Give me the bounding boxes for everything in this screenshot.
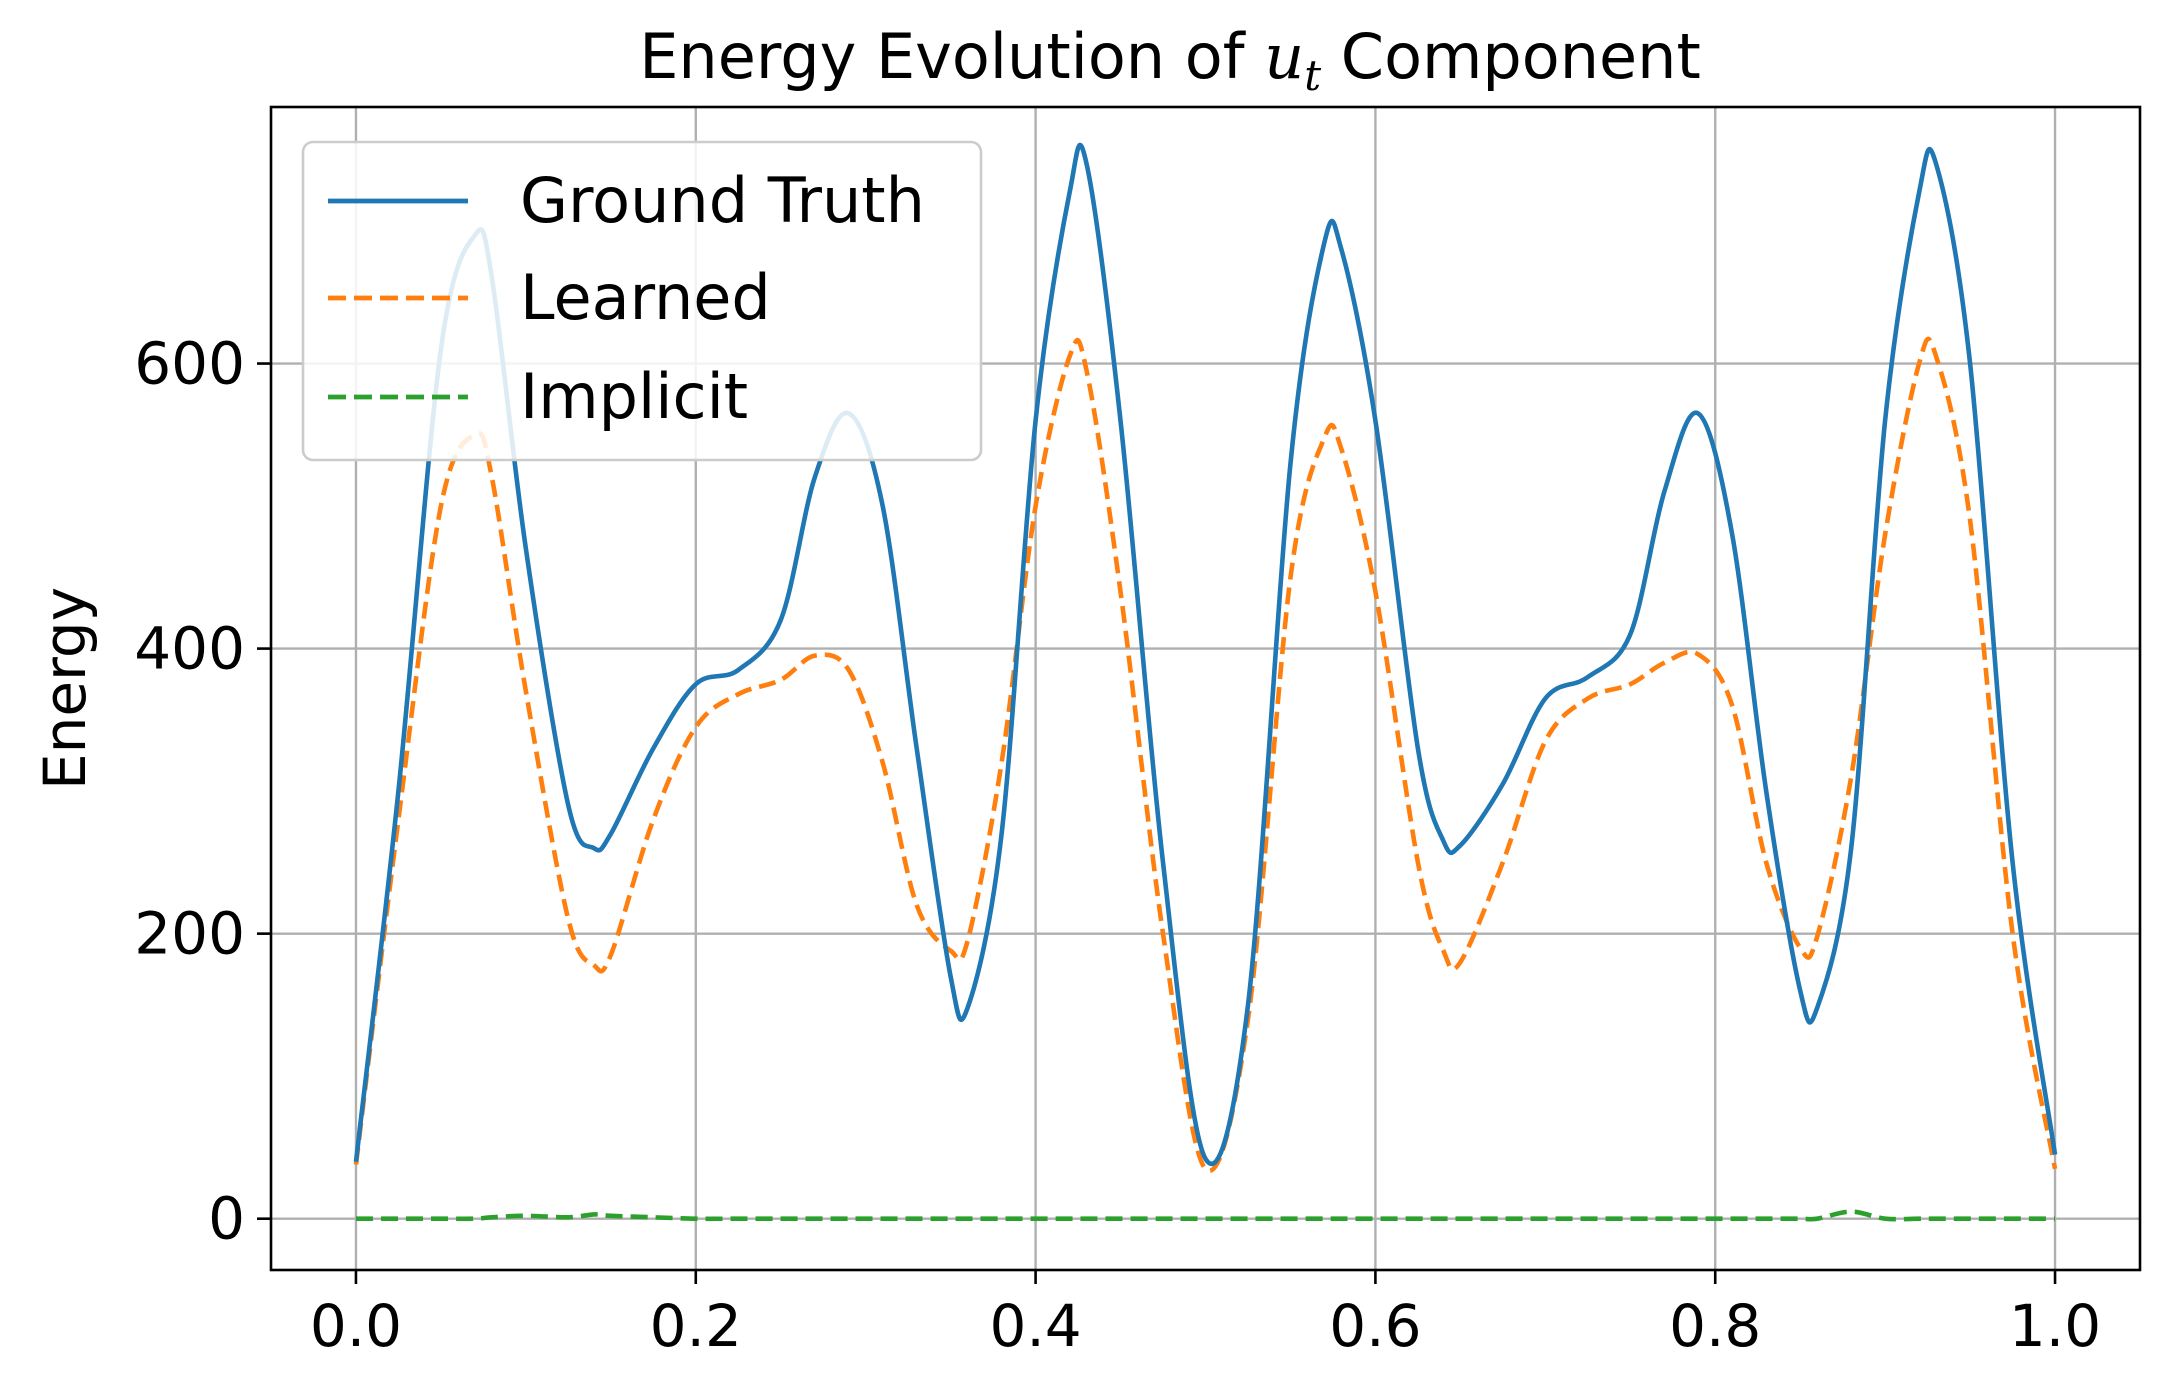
plot-area-frame <box>269 105 2142 1272</box>
x-tick-label: 0.8 <box>1669 1292 1761 1360</box>
axis-ticks: 0.0 0.2 0.4 0.6 0.8 1.0 0 200 400 600 <box>134 330 2101 1360</box>
legend-implicit-label: Implicit <box>520 360 748 433</box>
chart-title-prefix: Energy Evolution of <box>639 20 1264 93</box>
series-line-implicit <box>356 1209 2055 1222</box>
plot-series <box>353 142 2058 1222</box>
x-tick-label: 0.2 <box>650 1292 742 1360</box>
chart-title-sub: t <box>1304 51 1321 100</box>
series-line-learned <box>353 336 2058 1173</box>
chart-title-suffix: Component <box>1321 20 1701 93</box>
x-tick-label: 1.0 <box>2009 1292 2101 1360</box>
chart-title-var: u <box>1264 20 1304 93</box>
x-tick-label: 0.4 <box>989 1292 1081 1360</box>
series-line-ground-truth <box>353 142 2058 1167</box>
legend-learned-label: Learned <box>520 261 771 334</box>
y-axis-label: Energy <box>31 587 99 790</box>
legend-box <box>301 140 983 462</box>
y-tick-label: 600 <box>134 330 245 398</box>
y-tick-label: 400 <box>134 615 245 683</box>
chart-title: Energy Evolution of ut Component <box>639 20 1701 100</box>
legend: Ground Truth Learned Implicit <box>301 140 983 462</box>
legend-ground-truth-label: Ground Truth <box>520 164 925 237</box>
x-tick-label: 0.0 <box>310 1292 402 1360</box>
y-tick-label: 200 <box>134 900 245 968</box>
x-tick-label: 0.6 <box>1329 1292 1421 1360</box>
y-tick-label: 0 <box>208 1185 245 1253</box>
